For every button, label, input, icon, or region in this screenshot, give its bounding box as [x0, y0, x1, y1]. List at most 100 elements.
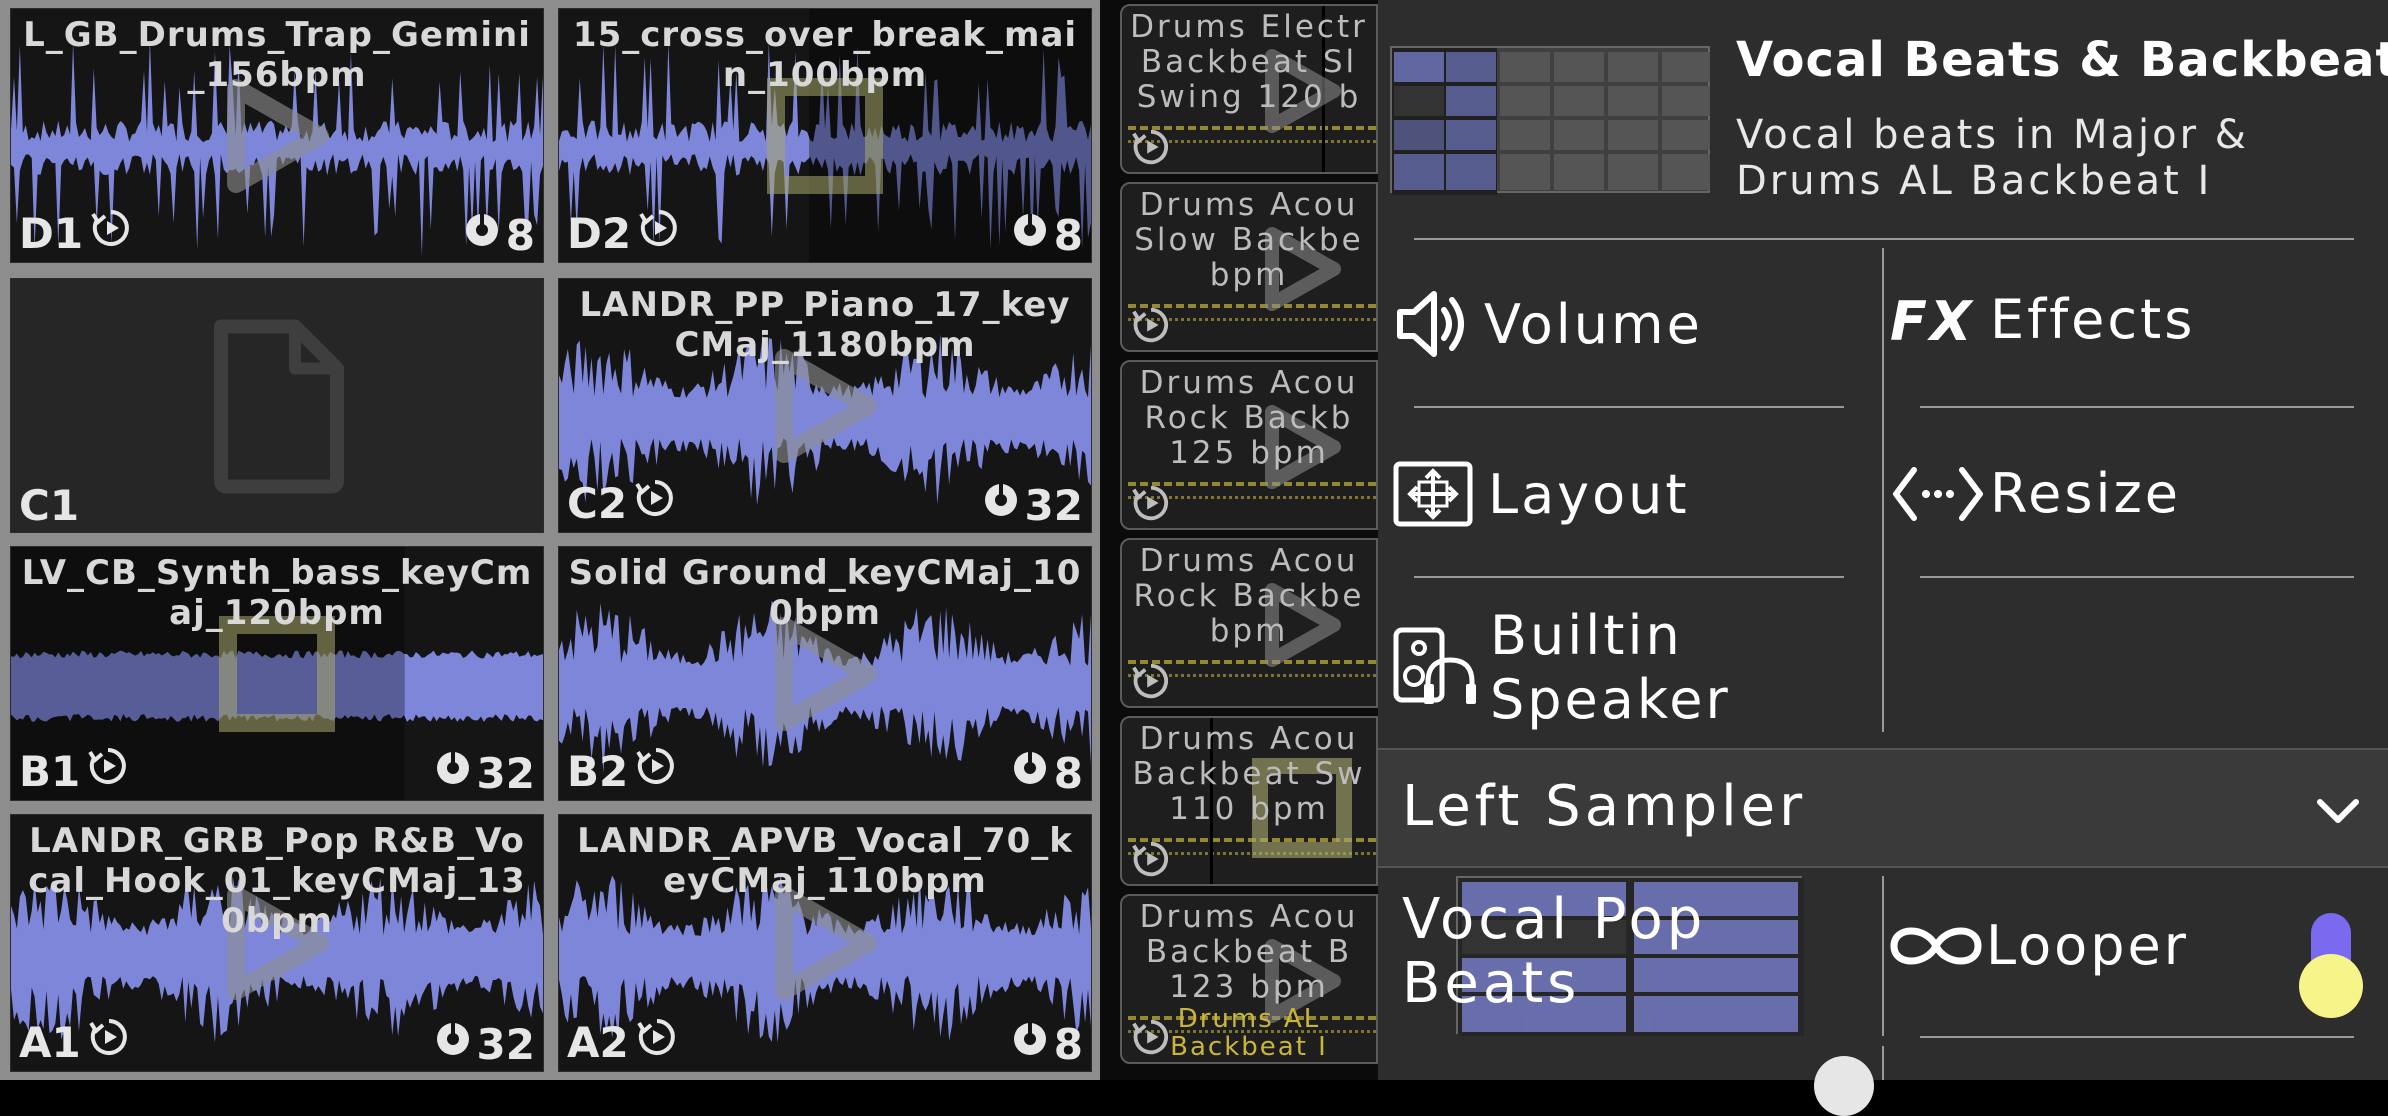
- preset-list-item[interactable]: Drums Acou Slow Backbe bpm: [1120, 182, 1378, 352]
- pad-title: Solid Ground_keyCMaj_100bpm: [568, 553, 1082, 633]
- loop-play-icon[interactable]: [637, 206, 681, 260]
- volume-label: Volume: [1484, 292, 1703, 356]
- pad-bars: 32: [433, 1019, 535, 1069]
- pad-id-label: D1: [19, 208, 84, 258]
- divider: [1920, 406, 2354, 408]
- play-icon: [775, 616, 877, 731]
- waveform: [1128, 674, 1376, 677]
- looper-button[interactable]: Looper: [1886, 914, 2189, 977]
- preset-list-item[interactable]: Drums Acou Backbeat Sw 110 bpm: [1120, 716, 1378, 886]
- stop-icon: [767, 77, 883, 194]
- effects-button[interactable]: FX Effects: [1890, 288, 2195, 351]
- pad-bars-count: 8: [505, 210, 535, 260]
- preset-description-line: Vocal beats in Major &: [1736, 112, 2249, 158]
- preset-thumbnail[interactable]: [1456, 876, 1804, 1036]
- scroll-handle[interactable]: [1814, 1056, 1874, 1116]
- sample-pad-b1[interactable]: LV_CB_Synth_bass_keyCmaj_120bpm B1 32: [10, 546, 544, 801]
- pad-title: LANDR_GRB_Pop R&B_Vocal_Hook_01_keyCMaj_…: [28, 821, 526, 941]
- pad-title: LANDR_APVB_Vocal_70_keyCMaj_110bpm: [577, 821, 1073, 901]
- preset-list-item[interactable]: Drums Electr Backbeat Sl Swing 120 b: [1120, 4, 1378, 174]
- preset-list-item-name: Drums Acou Backbeat B 123 bpm Drums AL Backb…: [1122, 900, 1376, 1062]
- divider: [1414, 406, 1844, 408]
- waveform: [1128, 496, 1376, 499]
- play-icon: [1265, 227, 1341, 311]
- loop-play-icon[interactable]: [1130, 838, 1172, 880]
- preset-list-item-line: Backbeat Sl: [1140, 44, 1358, 80]
- loop-play-icon[interactable]: [89, 206, 133, 260]
- pad-bars-count: 8: [1053, 748, 1083, 798]
- preset-list-item-name: Drums Acou Backbeat Sw 110 bpm: [1122, 722, 1376, 827]
- play-icon: [227, 78, 329, 193]
- preset-list-item-line: Rock Backbe: [1133, 578, 1365, 614]
- loop-play-icon[interactable]: [634, 744, 678, 798]
- preset-thumbnail[interactable]: [1390, 46, 1710, 195]
- preset-name-line: Vocal Pop: [1402, 887, 1707, 952]
- loop-play-icon[interactable]: [633, 476, 677, 530]
- sample-pad-b2[interactable]: Solid Ground_keyCMaj_100bpm B2 8: [558, 546, 1092, 801]
- loop-play-icon[interactable]: [1130, 126, 1172, 168]
- sample-pad-c2[interactable]: LANDR_PP_Piano_17_keyCMaj_1180bpm C2 32: [558, 278, 1092, 533]
- sample-pad-c1[interactable]: C1: [10, 278, 544, 533]
- sample-pad-a1[interactable]: LANDR_GRB_Pop R&B_Vocal_Hook_01_keyCMaj_…: [10, 814, 544, 1072]
- layout-button[interactable]: Layout: [1392, 460, 1690, 528]
- waveform: [1128, 304, 1376, 308]
- bars-icon: [1010, 748, 1050, 798]
- sample-pad-d2[interactable]: 15_cross_over_break_main_100bpm D2 8: [558, 8, 1092, 263]
- sample-pad-a2[interactable]: LANDR_APVB_Vocal_70_keyCMaj_110bpm A2 8: [558, 814, 1092, 1072]
- pad-id-label: B2: [567, 746, 629, 796]
- preset-list-item-line: Drums Electr: [1130, 9, 1368, 45]
- preset-list-item-name: Drums Acou Rock Backb 125 bpm: [1122, 366, 1376, 471]
- loop-play-icon[interactable]: [1130, 304, 1172, 346]
- preset-name[interactable]: Vocal Pop Beats: [1402, 888, 1706, 1016]
- waveform: [1128, 140, 1376, 143]
- pad-id: B2: [567, 744, 678, 798]
- waveform: [1128, 660, 1376, 664]
- chevron-down-icon[interactable]: [2308, 780, 2368, 840]
- preset-list-item[interactable]: Drums Acou Backbeat B 123 bpm Drums AL Backb…: [1120, 894, 1378, 1064]
- looper-toggle-knob[interactable]: [2299, 954, 2363, 1018]
- preset-list-item-line: Backbeat Sw: [1132, 756, 1366, 792]
- preset-list-item[interactable]: Drums Acou Rock Backbe bpm: [1120, 538, 1378, 708]
- preset-list-item-line: bpm: [1209, 257, 1289, 293]
- loop-play-icon[interactable]: [86, 744, 130, 798]
- preset-list-item-name: Drums Acou Slow Backbe bpm: [1122, 188, 1376, 293]
- waveform: [1128, 482, 1376, 486]
- loop-play-icon[interactable]: [635, 1015, 679, 1069]
- preset-list-item-line: Backbeat I: [1170, 1032, 1328, 1062]
- divider: [1414, 576, 1844, 578]
- volume-button[interactable]: Volume: [1394, 288, 1703, 360]
- layout-label: Layout: [1488, 462, 1690, 526]
- pad-id: B1: [19, 744, 130, 798]
- sampler-selector[interactable]: Left Sampler: [1378, 748, 2388, 868]
- preset-description-line: Drums AL Backbeat I: [1736, 158, 2213, 204]
- waveform: [1128, 1016, 1376, 1020]
- waveform: [1128, 126, 1376, 130]
- sampler-label: Left Sampler: [1402, 774, 1807, 839]
- waveform: [1128, 1030, 1376, 1033]
- preset-list-item-line: bpm: [1209, 613, 1289, 649]
- preset-list-item-line: 123 bpm: [1169, 969, 1329, 1005]
- bars-icon: [981, 480, 1021, 530]
- divider: [1882, 1046, 1884, 1080]
- pad-bars: 8: [1010, 1019, 1083, 1069]
- preset-list-item-line: Backbeat B: [1145, 934, 1353, 970]
- sample-pad-d1[interactable]: L_GB_Drums_Trap_Gemini_156bpm D1 8: [10, 8, 544, 263]
- preset-list-item[interactable]: Drums Acou Rock Backb 125 bpm: [1120, 360, 1378, 530]
- resize-button[interactable]: Resize: [1892, 462, 2181, 525]
- play-icon: [1265, 49, 1341, 133]
- pad-id: A1: [19, 1015, 131, 1069]
- loop-play-icon[interactable]: [1130, 660, 1172, 702]
- pad-bars: 8: [1010, 748, 1083, 798]
- pad-bars-count: 8: [1053, 210, 1083, 260]
- pad-id-label: A1: [19, 1017, 81, 1067]
- loop-play-icon[interactable]: [1130, 482, 1172, 524]
- output-device-label: Builtin: [1490, 604, 1683, 667]
- pad-id: D1: [19, 206, 133, 260]
- pad-bars: 8: [1010, 210, 1083, 260]
- bars-icon: [1010, 1019, 1050, 1069]
- loop-play-icon[interactable]: [1130, 1016, 1172, 1058]
- preset-name-line: Beats: [1402, 951, 1581, 1016]
- loop-play-icon[interactable]: [87, 1015, 131, 1069]
- output-device-button[interactable]: Builtin Speaker: [1392, 604, 1731, 732]
- pad-title: L_GB_Drums_Trap_Gemini_156bpm: [23, 15, 531, 95]
